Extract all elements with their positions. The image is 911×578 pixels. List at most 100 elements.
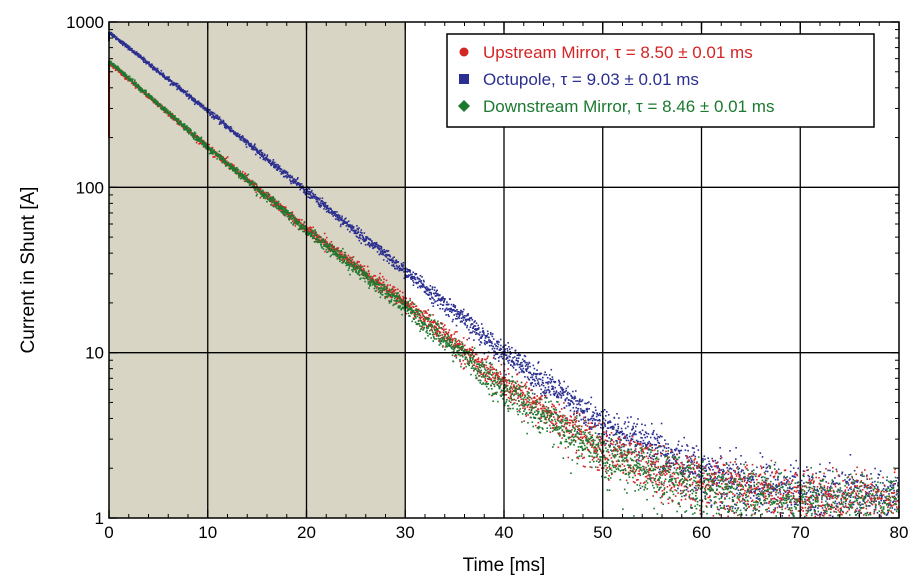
data-point — [289, 179, 291, 181]
data-point — [457, 316, 460, 319]
data-point — [472, 364, 475, 366]
data-point — [646, 462, 649, 465]
data-point — [886, 513, 889, 515]
data-point — [597, 436, 599, 439]
data-point — [388, 262, 390, 265]
data-point — [525, 368, 527, 370]
data-point — [501, 357, 504, 360]
data-point — [480, 341, 483, 344]
data-point — [499, 380, 501, 383]
data-point — [788, 487, 791, 490]
data-point — [849, 487, 851, 489]
data-point — [499, 378, 502, 380]
data-point — [436, 294, 438, 296]
data-point — [295, 180, 297, 183]
data-point — [614, 448, 617, 451]
data-point — [622, 432, 624, 435]
data-point — [464, 315, 466, 317]
data-point — [604, 425, 606, 427]
data-point — [536, 410, 539, 412]
data-point — [558, 403, 560, 406]
data-point — [396, 268, 399, 270]
data-point — [169, 84, 172, 86]
data-point — [114, 69, 117, 72]
data-point — [577, 426, 579, 428]
data-point — [650, 460, 652, 463]
data-point — [564, 398, 567, 400]
data-point — [436, 331, 438, 334]
data-point — [598, 422, 600, 425]
data-point — [802, 470, 805, 472]
data-point — [542, 382, 545, 384]
data-point — [259, 150, 262, 153]
data-point — [684, 485, 686, 487]
data-point — [347, 220, 350, 222]
data-point — [299, 222, 302, 224]
data-point — [832, 495, 834, 497]
data-point — [447, 331, 450, 333]
data-point — [165, 78, 167, 80]
data-point — [333, 210, 335, 213]
data-point — [563, 423, 566, 426]
data-point — [786, 480, 788, 483]
data-point — [450, 308, 452, 310]
data-point — [677, 449, 680, 452]
data-point — [685, 489, 688, 491]
data-point — [537, 361, 540, 363]
data-point — [516, 357, 518, 360]
data-point — [403, 271, 405, 273]
data-point — [433, 333, 435, 336]
data-point — [381, 275, 384, 278]
data-point — [643, 466, 645, 468]
data-point — [374, 275, 377, 277]
data-point — [760, 476, 763, 479]
data-point — [640, 460, 642, 462]
data-point — [630, 437, 633, 440]
data-point — [392, 289, 395, 292]
data-point — [415, 281, 417, 284]
data-point — [516, 363, 518, 365]
data-point — [535, 402, 537, 404]
data-point — [674, 459, 677, 462]
data-point — [512, 398, 514, 401]
data-point — [538, 417, 541, 419]
data-point — [543, 373, 546, 376]
data-point — [415, 273, 418, 275]
data-point — [735, 487, 738, 490]
data-point — [434, 292, 437, 294]
data-point — [627, 421, 630, 423]
data-point — [141, 57, 143, 59]
data-point — [346, 222, 348, 225]
data-point — [167, 78, 170, 81]
data-point — [680, 469, 683, 472]
data-point — [549, 410, 552, 412]
data-point — [380, 282, 382, 285]
data-point — [317, 234, 320, 237]
data-point — [644, 431, 647, 433]
data-point — [364, 239, 367, 242]
data-point — [569, 399, 572, 402]
data-point — [544, 389, 546, 392]
data-point — [352, 263, 355, 266]
data-point — [568, 403, 571, 406]
data-point — [661, 435, 663, 438]
data-point — [751, 492, 753, 494]
data-point — [829, 486, 831, 489]
data-point — [695, 498, 697, 500]
data-point — [775, 488, 777, 491]
data-point — [331, 245, 334, 247]
data-point — [499, 373, 502, 375]
data-point — [148, 61, 150, 64]
data-point — [596, 450, 598, 453]
data-point — [489, 378, 491, 381]
data-point — [691, 461, 694, 463]
data-point — [325, 236, 328, 239]
data-point — [744, 461, 747, 464]
data-point — [470, 348, 472, 351]
data-point — [803, 493, 806, 495]
data-point — [473, 325, 476, 327]
data-point — [769, 487, 772, 489]
data-point — [545, 405, 548, 408]
data-point — [298, 218, 301, 221]
data-point — [212, 114, 215, 117]
